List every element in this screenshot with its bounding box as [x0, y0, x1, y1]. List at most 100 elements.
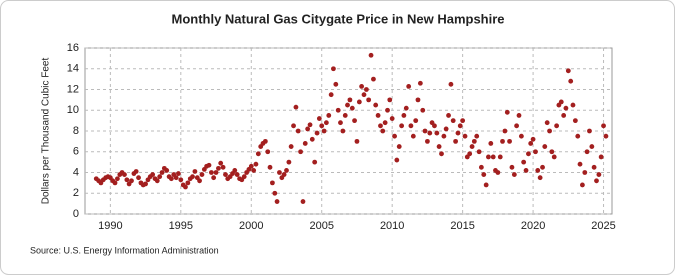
point — [295, 128, 301, 134]
point — [415, 97, 421, 103]
point — [293, 104, 299, 110]
point — [328, 92, 334, 98]
y-tick-label: 16 — [67, 42, 79, 54]
point — [154, 178, 160, 184]
y-tick-label: 6 — [73, 146, 79, 158]
y-tick-label: 4 — [73, 166, 79, 178]
point — [504, 109, 510, 115]
point — [530, 136, 536, 142]
point — [288, 144, 294, 149]
point — [537, 175, 543, 181]
point — [218, 160, 224, 166]
point — [432, 123, 437, 129]
point — [568, 78, 574, 84]
point — [253, 161, 259, 167]
point — [284, 168, 289, 173]
point — [305, 126, 311, 132]
point — [272, 190, 278, 196]
point — [575, 133, 581, 139]
y-tick-label: 8 — [73, 125, 79, 137]
point — [476, 149, 482, 155]
point — [157, 174, 163, 180]
point — [173, 175, 179, 181]
point — [446, 113, 451, 118]
point — [603, 133, 609, 139]
point — [164, 168, 170, 173]
point — [349, 105, 355, 111]
point — [176, 171, 181, 176]
point — [373, 102, 379, 108]
point — [363, 87, 369, 92]
point — [312, 159, 318, 165]
point — [211, 175, 217, 181]
point — [443, 126, 449, 132]
x-tick-label: 1995 — [169, 220, 193, 232]
point — [425, 138, 430, 144]
point — [352, 118, 357, 124]
point — [469, 144, 475, 149]
chart-title: Monthly Natural Gas Citygate Price in Ne… — [171, 11, 504, 26]
point — [565, 68, 571, 74]
point — [497, 154, 503, 160]
point — [286, 159, 292, 165]
point — [314, 130, 320, 136]
point — [387, 97, 393, 103]
point — [410, 133, 416, 139]
point — [345, 102, 350, 108]
point — [481, 172, 487, 177]
point — [281, 172, 287, 177]
point — [394, 157, 400, 163]
point — [183, 184, 188, 190]
x-tick-label: 2005 — [309, 220, 333, 232]
point — [471, 138, 477, 144]
point — [185, 180, 191, 186]
point — [558, 99, 564, 105]
point — [486, 154, 491, 160]
point — [516, 113, 522, 118]
point — [467, 151, 473, 157]
point — [159, 170, 165, 175]
x-tick-label: 1990 — [98, 220, 122, 232]
point — [509, 164, 515, 170]
point — [199, 172, 205, 177]
point — [439, 151, 444, 157]
point — [321, 128, 327, 134]
y-tick-label: 14 — [67, 63, 79, 75]
point — [319, 123, 325, 129]
point — [392, 133, 397, 139]
point — [460, 118, 466, 124]
point — [594, 178, 599, 184]
point — [150, 172, 156, 177]
x-tick-label: 2015 — [450, 220, 474, 232]
point — [561, 113, 567, 118]
point — [274, 199, 280, 204]
point — [518, 133, 524, 139]
point — [572, 118, 578, 124]
point — [507, 138, 512, 144]
point — [359, 83, 365, 89]
point — [277, 170, 282, 175]
point — [206, 162, 212, 168]
point — [309, 136, 315, 142]
point — [302, 141, 308, 146]
point — [453, 138, 458, 144]
point — [436, 144, 442, 149]
point — [368, 52, 374, 58]
point — [495, 170, 501, 175]
point — [232, 168, 238, 173]
point — [455, 130, 461, 136]
point — [483, 182, 489, 188]
point — [354, 138, 360, 144]
point — [340, 128, 346, 134]
point — [112, 180, 118, 186]
point — [342, 113, 348, 118]
point — [136, 175, 141, 181]
y-tick-label: 10 — [67, 104, 79, 116]
point — [596, 172, 602, 177]
point — [549, 149, 555, 155]
point — [190, 174, 195, 180]
point — [220, 164, 226, 170]
point — [331, 66, 336, 72]
point — [255, 151, 261, 157]
